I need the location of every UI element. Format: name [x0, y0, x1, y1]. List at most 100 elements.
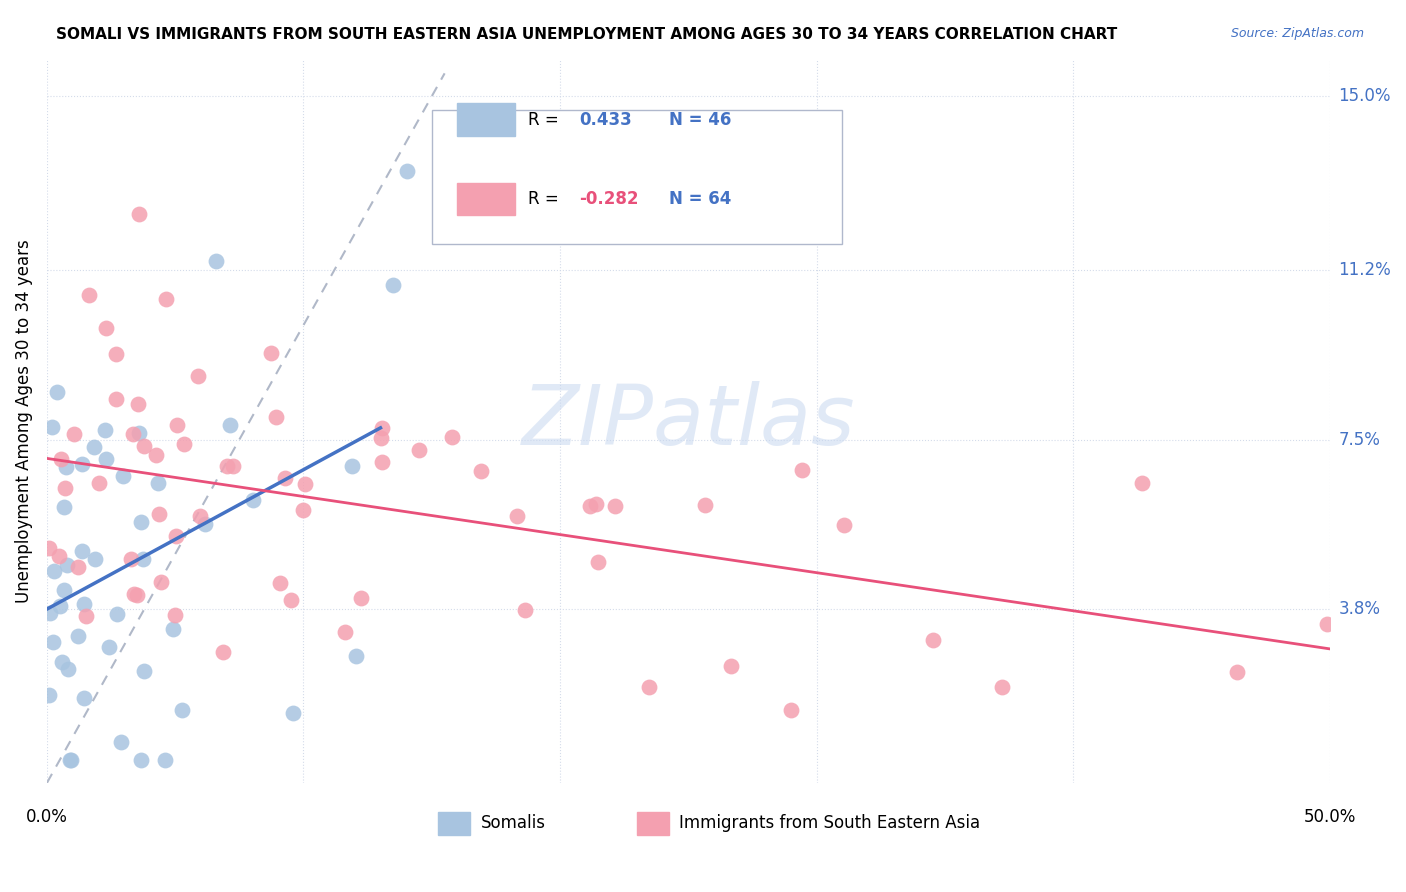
Point	[38, 541, 60, 555]
Point	[515, 602, 537, 616]
Text: ZIPatlas: ZIPatlas	[522, 381, 855, 462]
Point	[84, 551, 107, 566]
Point	[60, 753, 83, 767]
Point	[79, 288, 101, 302]
FancyBboxPatch shape	[432, 111, 842, 244]
Text: R =: R =	[529, 111, 564, 128]
Point	[395, 164, 418, 178]
Point	[579, 500, 602, 514]
Point	[163, 608, 186, 623]
Point	[188, 508, 211, 523]
Text: SOMALI VS IMMIGRANTS FROM SOUTH EASTERN ASIA UNEMPLOYMENT AMONG AGES 30 TO 34 YE: SOMALI VS IMMIGRANTS FROM SOUTH EASTERN …	[56, 27, 1118, 42]
Point	[129, 753, 152, 767]
Point	[67, 560, 90, 574]
Point	[94, 423, 117, 437]
Point	[792, 463, 814, 477]
Point	[170, 703, 193, 717]
Point	[349, 591, 371, 605]
Point	[132, 664, 155, 678]
Text: 50.0%: 50.0%	[1303, 808, 1357, 826]
Point	[921, 632, 943, 647]
Point	[42, 634, 65, 648]
Point	[470, 464, 492, 478]
Point	[266, 410, 288, 425]
Point	[98, 640, 121, 655]
Point	[370, 421, 392, 435]
Point	[333, 625, 356, 640]
Point	[53, 582, 76, 597]
Point	[51, 655, 73, 669]
Text: -0.282: -0.282	[579, 190, 638, 208]
Point	[291, 503, 314, 517]
Text: 11.2%: 11.2%	[1339, 261, 1391, 279]
Point	[340, 459, 363, 474]
Point	[506, 508, 529, 523]
Point	[129, 515, 152, 529]
Point	[371, 455, 394, 469]
Point	[53, 500, 76, 514]
Point	[87, 475, 110, 490]
Point	[269, 575, 291, 590]
Text: N = 46: N = 46	[669, 111, 731, 128]
Point	[120, 551, 142, 566]
Bar	[637, 812, 669, 835]
Point	[38, 688, 60, 702]
Point	[73, 690, 96, 705]
Point	[62, 426, 84, 441]
Bar	[457, 103, 515, 136]
Point	[122, 587, 145, 601]
Point	[1226, 665, 1249, 679]
Point	[165, 529, 187, 543]
Point	[370, 431, 392, 445]
Point	[162, 622, 184, 636]
Point	[408, 443, 430, 458]
Y-axis label: Unemployment Among Ages 30 to 34 years: Unemployment Among Ages 30 to 34 years	[15, 239, 32, 603]
Point	[49, 451, 72, 466]
Text: Immigrants from South Eastern Asia: Immigrants from South Eastern Asia	[679, 814, 980, 832]
Point	[440, 430, 463, 444]
Point	[132, 439, 155, 453]
Point	[148, 476, 170, 491]
Point	[127, 588, 149, 602]
Point	[637, 681, 659, 695]
Point	[205, 254, 228, 268]
Point	[166, 417, 188, 432]
Text: 7.5%: 7.5%	[1339, 431, 1381, 449]
Point	[1316, 617, 1339, 632]
Point	[94, 321, 117, 335]
Text: Somalis: Somalis	[481, 814, 546, 832]
Point	[217, 459, 239, 474]
Point	[56, 558, 79, 572]
Point	[128, 425, 150, 440]
Point	[104, 392, 127, 406]
Point	[155, 753, 177, 767]
Point	[145, 448, 167, 462]
Point	[41, 420, 63, 434]
Point	[39, 607, 62, 621]
Text: Source: ZipAtlas.com: Source: ZipAtlas.com	[1230, 27, 1364, 40]
Point	[991, 681, 1014, 695]
Text: N = 64: N = 64	[669, 190, 731, 208]
Point	[122, 427, 145, 442]
Point	[173, 437, 195, 451]
Point	[155, 292, 177, 306]
Point	[127, 397, 149, 411]
Text: 0.0%: 0.0%	[25, 808, 67, 826]
Point	[720, 659, 742, 673]
Point	[693, 498, 716, 512]
Point	[187, 369, 209, 384]
Point	[605, 500, 627, 514]
Point	[280, 592, 302, 607]
Point	[42, 564, 65, 578]
Point	[53, 482, 76, 496]
Point	[55, 459, 77, 474]
Point	[132, 552, 155, 566]
Point	[46, 384, 69, 399]
Point	[48, 549, 70, 563]
Point	[274, 471, 297, 485]
Bar	[457, 183, 515, 215]
Text: 3.8%: 3.8%	[1339, 600, 1381, 618]
Point	[56, 662, 79, 676]
Point	[112, 468, 135, 483]
Point	[75, 608, 97, 623]
